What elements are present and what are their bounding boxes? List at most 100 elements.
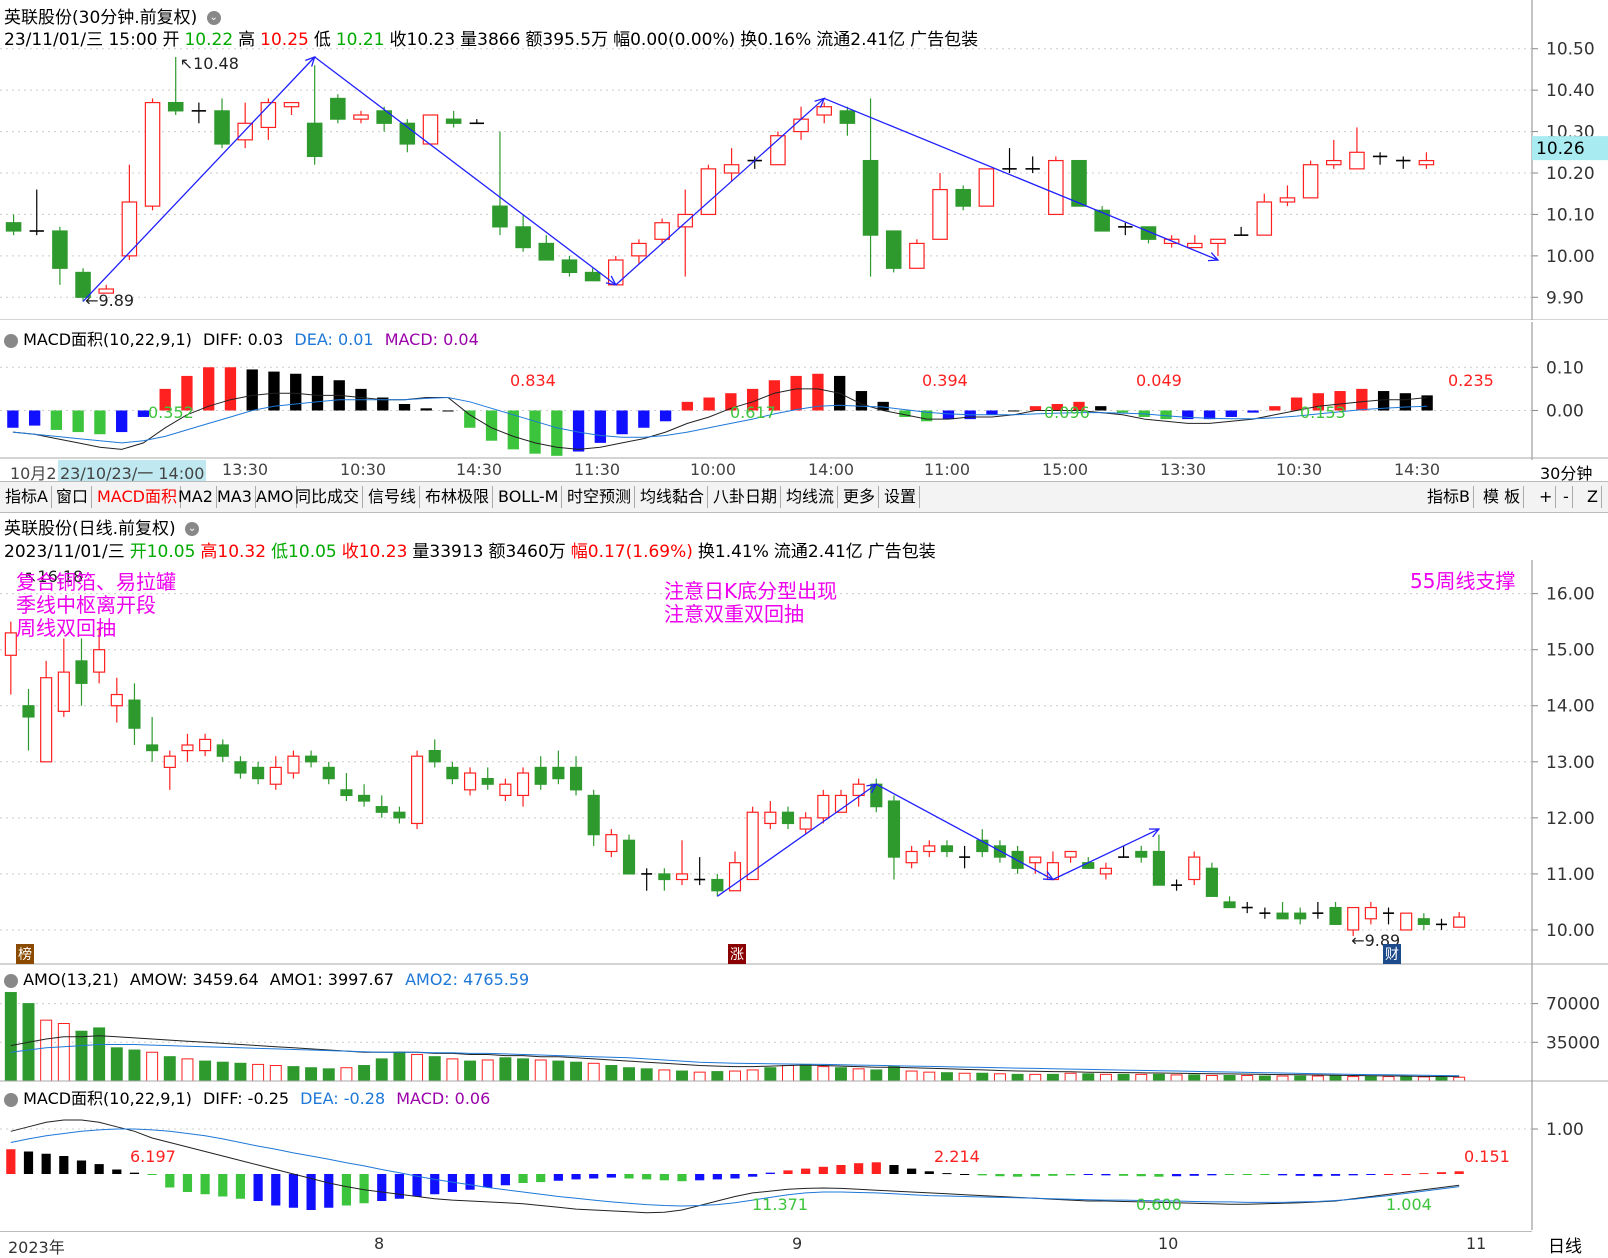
candle	[446, 761, 459, 785]
diff-line	[12, 388, 1428, 450]
info-field: 2023/11/01/三	[4, 542, 125, 562]
toolbar-button[interactable]: 时空预测	[564, 486, 636, 508]
candle-body	[375, 806, 388, 813]
macd-bar	[1436, 1172, 1447, 1174]
macd-bar	[1029, 406, 1042, 411]
daily-period-label[interactable]: 日线	[1548, 1237, 1582, 1257]
toolbar-button[interactable]: 更多	[840, 486, 880, 508]
volume-bar	[234, 1062, 247, 1082]
amo-title: AMO(13,21)	[23, 970, 119, 989]
toolbar-button[interactable]: 同比成交	[292, 486, 364, 508]
candle	[1064, 850, 1077, 863]
macd-bar	[112, 1169, 122, 1174]
toolbar-button-right[interactable]: -	[1560, 486, 1573, 508]
time-label: 14:00	[808, 460, 855, 479]
candle	[1400, 912, 1413, 931]
toolbar-button-right[interactable]: 指标B	[1424, 486, 1474, 508]
candle	[622, 834, 636, 875]
candle	[29, 189, 44, 236]
candle-body	[909, 242, 925, 269]
candle-body	[1276, 912, 1289, 920]
macd-bar	[518, 1174, 528, 1183]
info-field: 幅0.17(1.69%)	[570, 542, 693, 562]
candle-body	[978, 168, 995, 207]
toolbar-button[interactable]: BOLL-M	[495, 486, 563, 508]
candle	[1325, 139, 1342, 169]
toolbar-button[interactable]: 信号线	[365, 486, 421, 508]
macd-bar	[464, 410, 476, 428]
candle	[923, 840, 936, 858]
settings-circle-icon[interactable]	[4, 973, 18, 988]
candle-body	[1205, 867, 1218, 897]
candle-body	[552, 766, 565, 780]
toolbar-button[interactable]: 均线流	[783, 486, 839, 508]
candle-body	[144, 101, 161, 207]
amo-chart: 70000 35000	[0, 965, 1608, 1082]
macd-bar	[116, 410, 128, 433]
toolbar-button[interactable]: MA3	[214, 486, 256, 508]
macd-bar	[311, 375, 324, 411]
chevron-down-icon[interactable]: ⌄	[185, 522, 200, 536]
toolbar-button[interactable]: AMO	[253, 486, 298, 508]
info-field: 10.21	[335, 30, 385, 50]
toolbar-button[interactable]: 均线黏合	[637, 486, 709, 508]
toolbar-button-right[interactable]: +	[1536, 486, 1557, 508]
toolbar-button-right[interactable]: 模 板	[1480, 486, 1525, 508]
info-field: 低10.05	[271, 542, 337, 562]
toolbar-button[interactable]: MA2	[175, 486, 217, 508]
macd-bar	[695, 1174, 705, 1181]
toolbar-button[interactable]: 布林极限	[422, 486, 494, 508]
candle-body	[1347, 906, 1360, 931]
macd-bar	[465, 1174, 475, 1190]
macd-bar	[748, 1174, 758, 1177]
candle-body	[399, 122, 416, 145]
settings-circle-icon[interactable]	[4, 1092, 18, 1107]
amow-value: AMOW: 3459.64	[129, 970, 259, 989]
badge-bang[interactable]: 榜	[16, 944, 34, 964]
badge-zhang[interactable]: 涨	[728, 944, 746, 964]
toolbar-button[interactable]: 八卦日期	[710, 486, 782, 508]
candle-body	[764, 811, 777, 825]
candle-body	[110, 693, 123, 707]
toolbar-button[interactable]: 设置	[881, 486, 921, 508]
candle	[1453, 912, 1466, 928]
toolbar-button[interactable]: 指标A	[2, 486, 52, 508]
candle	[605, 829, 618, 858]
macd-bar	[553, 1174, 563, 1181]
candle	[287, 750, 300, 779]
candle	[955, 185, 971, 211]
macd-bar	[420, 408, 432, 411]
macd-bar	[1095, 406, 1107, 411]
macd-bar	[681, 401, 694, 411]
volume-bar	[181, 1058, 194, 1082]
toolbar-button[interactable]: MACD面积	[94, 486, 181, 508]
candle-body	[446, 766, 459, 780]
low-marker-label: ←9.89	[85, 291, 134, 310]
time-label: 15:00	[1042, 460, 1089, 479]
candle	[1417, 913, 1430, 930]
candle-body	[516, 772, 530, 797]
volume-bar	[552, 1060, 565, 1082]
candle	[515, 214, 531, 252]
volume-bar	[40, 1019, 53, 1082]
macd-bar	[730, 1174, 740, 1179]
candle-body	[799, 817, 812, 830]
toolbar-button-right[interactable]: Z	[1584, 486, 1602, 508]
candle	[1364, 901, 1377, 925]
badge-cai[interactable]: 财	[1383, 944, 1401, 964]
macd-bar	[23, 1151, 34, 1174]
macd-bar	[182, 1174, 193, 1192]
candle-body	[622, 839, 636, 875]
period-selector[interactable]: 30分钟	[1540, 464, 1593, 483]
toolbar-button[interactable]: 窗口	[53, 486, 93, 508]
info-field: 量3866	[460, 30, 521, 50]
chevron-down-icon[interactable]: ⌄	[206, 11, 221, 25]
candle-body	[1099, 867, 1112, 875]
settings-circle-icon[interactable]	[4, 333, 18, 348]
macd-bar	[1366, 1174, 1376, 1175]
daily-candle-chart: 16.00 15.00 14.00 13.00 12.00 11.00 10.00 ↖16.1…	[0, 560, 1608, 965]
candle	[711, 873, 724, 897]
trend-line	[1052, 828, 1160, 881]
macd-bar	[812, 373, 824, 411]
macd-bar	[447, 1174, 457, 1192]
